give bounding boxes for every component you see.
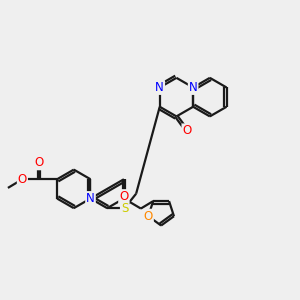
Text: N: N [155, 81, 164, 94]
Text: O: O [144, 210, 153, 223]
Text: S: S [121, 202, 128, 215]
Text: O: O [182, 124, 192, 137]
Text: O: O [119, 190, 128, 203]
Text: N: N [189, 81, 197, 94]
Text: O: O [18, 173, 27, 186]
Text: N: N [119, 192, 128, 205]
Text: O: O [34, 156, 44, 169]
Text: N: N [86, 192, 95, 205]
